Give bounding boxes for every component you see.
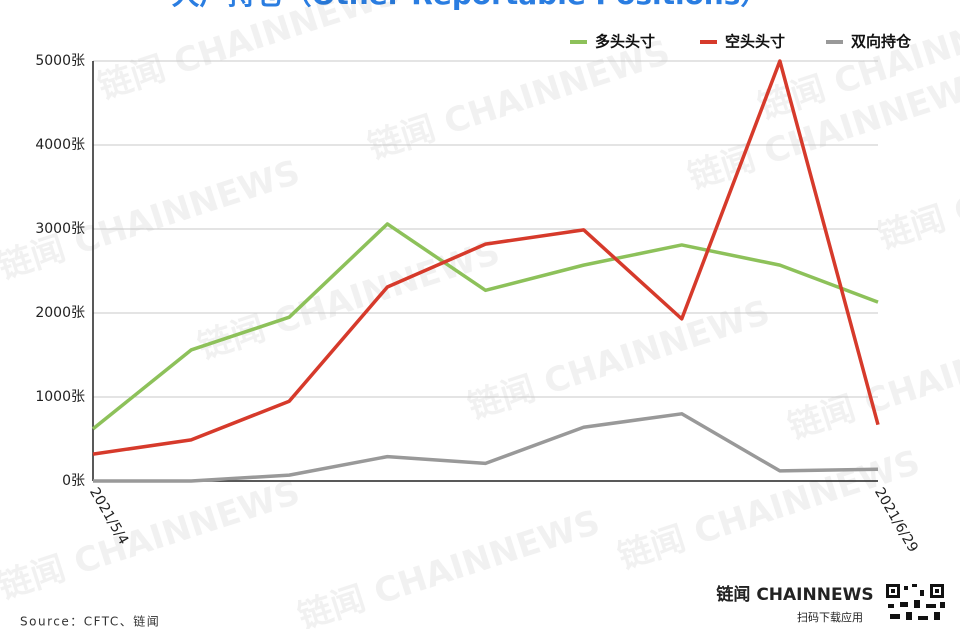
y-tick-label: 0张 [62, 473, 85, 489]
watermark: 链闻 CHAINNEWS [0, 472, 305, 607]
y-tick-label: 2000张 [35, 305, 85, 321]
source: Source：CFTC、链闻 [20, 614, 160, 629]
legend-label: 多头头寸 [595, 33, 655, 51]
watermark: 链闻 CHAINNEWS [783, 312, 960, 447]
y-tick-label: 3000张 [35, 221, 85, 237]
x-tick-label: 2021/6/29 [871, 485, 921, 555]
watermark: 链闻 CHAINNEWS [363, 32, 674, 167]
y-tick-label: 4000张 [35, 137, 85, 153]
legend-label: 空头头寸 [725, 33, 785, 51]
y-tick-label: 5000张 [35, 53, 85, 69]
chart-title: 大户持仓（Other Reportable Positions） [172, 0, 769, 11]
watermark: 链闻 CHAINNEWS [873, 122, 960, 257]
watermark: 链闻 CHAINNEWS [193, 232, 504, 367]
y-tick-label: 1000张 [35, 389, 85, 405]
series-line [92, 59, 880, 456]
watermark: 链闻 CHAINNEWS [0, 152, 305, 287]
watermark: 链闻 CHAINNEWS [293, 502, 604, 629]
series-line [91, 222, 879, 431]
logo: 链闻 CHAINNEWS [716, 584, 873, 605]
legend-label: 双向持仓 [851, 33, 912, 51]
watermark: 链闻 CHAINNEWS [93, 0, 404, 108]
logo-caption: 扫码下载应用 [797, 610, 863, 624]
series-line [93, 412, 879, 483]
qr-code [884, 582, 946, 629]
